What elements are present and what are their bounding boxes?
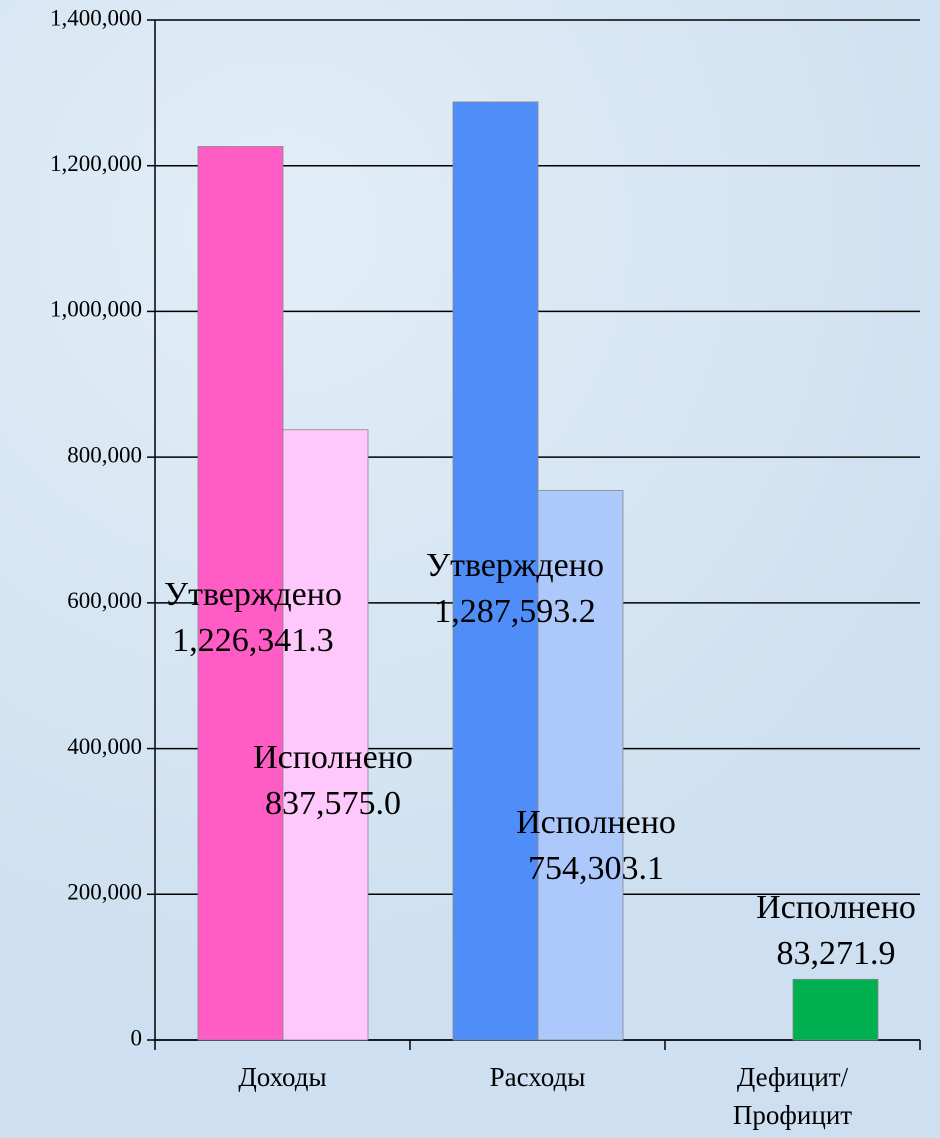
x-tick-label-line: Доходы	[238, 1062, 326, 1092]
data-label-name: Исполнено	[756, 889, 916, 926]
bar	[792, 978, 879, 1041]
y-tick-label: 600,000	[67, 588, 142, 613]
data-label-name: Исполнено	[516, 804, 676, 841]
data-label-value: 754,303.1	[528, 850, 664, 887]
x-tick-label: Доходы	[238, 1062, 326, 1092]
bar	[452, 101, 539, 1041]
data-label-value: 837,575.0	[265, 785, 401, 822]
x-tick-label: Расходы	[490, 1062, 586, 1092]
data-label-value: 83,271.9	[777, 935, 896, 972]
bar	[282, 429, 369, 1041]
data-label-name: Исполнено	[253, 739, 413, 776]
data-label-name: Утверждено	[164, 576, 342, 613]
data-label-value: 1,287,593.2	[434, 593, 596, 630]
y-tick-label: 1,400,000	[50, 5, 142, 30]
y-tick-label: 800,000	[67, 442, 142, 467]
data-label: Утверждено 1,287,593.2	[426, 547, 604, 630]
data-label-value: 1,226,341.3	[172, 622, 334, 659]
y-tick-label: 1,200,000	[50, 151, 142, 176]
bar	[197, 146, 284, 1041]
x-tick-label-line: Дефицит/	[737, 1062, 849, 1092]
data-label-name: Утверждено	[426, 547, 604, 584]
y-tick-label: 0	[131, 1025, 143, 1050]
x-tick-label-line: Профицит	[733, 1100, 852, 1130]
y-tick-label: 200,000	[67, 880, 142, 905]
x-tick-label: Дефицит/Профицит	[733, 1062, 852, 1130]
bar	[537, 490, 624, 1041]
y-tick-label: 1,000,000	[50, 297, 142, 322]
data-label: Утверждено 1,226,341.3	[164, 576, 342, 659]
data-label: Исполнено 754,303.1	[516, 804, 676, 887]
data-label: Исполнено 837,575.0	[253, 739, 413, 822]
data-label: Исполнено 83,271.9	[756, 889, 916, 972]
y-tick-label: 400,000	[67, 734, 142, 759]
x-tick-label-line: Расходы	[490, 1062, 586, 1092]
